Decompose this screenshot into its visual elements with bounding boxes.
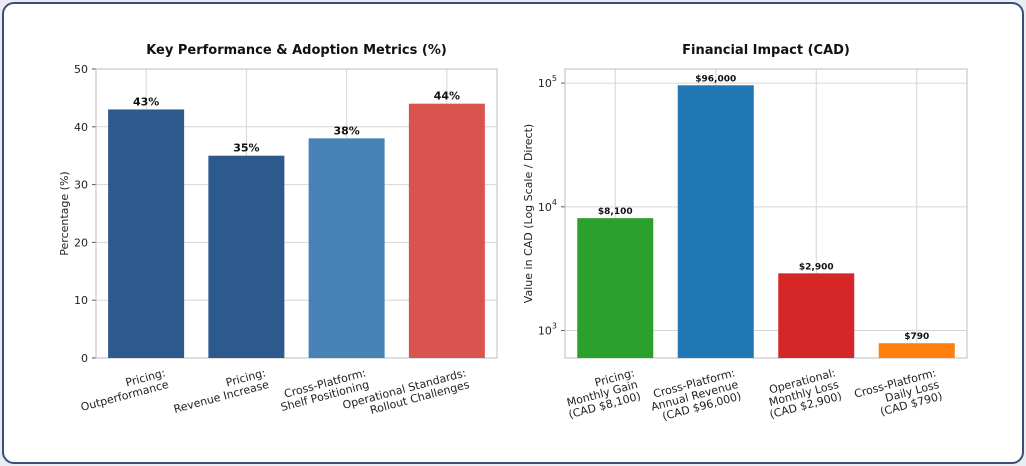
- chart-title: Financial Impact (CAD): [682, 43, 850, 58]
- y-tick-label: 10: [74, 294, 88, 307]
- bar-value-label: 38%: [333, 124, 359, 137]
- x-tick-label: Pricing:Monthly Gain(CAD $8,100): [561, 366, 642, 421]
- bar-value-label: 35%: [233, 142, 259, 155]
- x-tick-label: Pricing:Outperformance: [76, 366, 170, 414]
- y-axis-label: Percentage (%): [58, 171, 71, 255]
- bar: [577, 218, 654, 358]
- plot-area: [564, 68, 968, 359]
- y-axis-label: Value in CAD (Log Scale / Direct): [522, 124, 535, 303]
- bar: [878, 343, 955, 358]
- chart-2: Financial Impact (CAD) 103 104 105 Value in …: [522, 43, 968, 425]
- bar-value-label: $2,900: [799, 262, 834, 272]
- y-tick-label: 0: [81, 352, 88, 365]
- bar: [778, 273, 855, 358]
- bar: [108, 109, 185, 359]
- bar-value-label: 44%: [434, 90, 460, 103]
- bar-value-label: $96,000: [695, 74, 736, 84]
- y-tick-label: 20: [74, 236, 88, 249]
- y-tick-label: 50: [74, 63, 88, 76]
- y-tick-label: 104: [538, 198, 557, 214]
- y-tick-label: 103: [538, 322, 557, 338]
- y-tick-label: 40: [74, 121, 88, 134]
- bar-value-label: $790: [904, 332, 929, 342]
- y-tick-label: 105: [538, 74, 557, 90]
- x-tick-label: Cross-Platform:Daily Loss(CAD $790): [853, 366, 944, 424]
- x-tick-label: Pricing:Revenue Increase: [169, 366, 270, 416]
- bar: [677, 85, 754, 358]
- chart-1: Key Performance & Adoption Metrics (%) 0 1…: [58, 43, 498, 417]
- bar: [408, 103, 485, 359]
- bar: [208, 155, 285, 358]
- bar-value-label: $8,100: [598, 207, 633, 217]
- x-tick-label: Operational:Monthly Loss(CAD $2,900): [762, 366, 844, 421]
- x-tick-label: Cross-Platform:Annual Revenue(CAD $96,00…: [647, 366, 743, 425]
- bar: [308, 138, 385, 358]
- bar-value-label: 43%: [133, 95, 159, 108]
- plot-area: [95, 68, 498, 359]
- y-tick-label: 30: [74, 179, 88, 192]
- chart-title: Key Performance & Adoption Metrics (%): [146, 43, 447, 58]
